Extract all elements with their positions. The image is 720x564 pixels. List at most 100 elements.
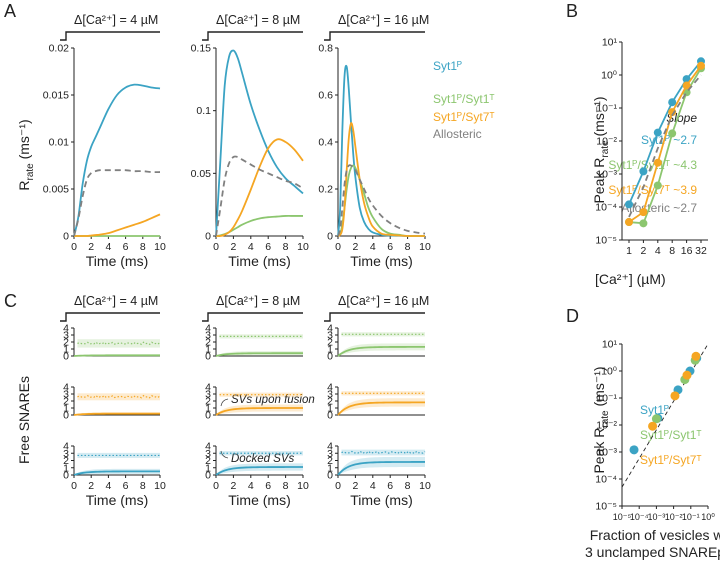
d-xlabel-line1: Fraction of vesicles with [590, 527, 720, 543]
c-r2c1-ytick-label: 1 [63, 403, 69, 415]
c-r2c2-ytick-label: 4 [205, 382, 211, 394]
d-xtick-label: 10⁰ [701, 512, 715, 522]
a1-xtick-label: 10 [154, 241, 166, 253]
c-r1c3-ytick-label: 2 [327, 337, 333, 349]
c-r2c3-ytick-label: 2 [327, 396, 333, 408]
c-r3c3-xtick-label: 0 [335, 480, 341, 492]
d-point-syt1 [629, 445, 639, 455]
c-r1c2-ytick-label: 0 [205, 351, 211, 363]
c-r3c3-xtick-label: 4 [370, 480, 376, 492]
c-r2c1-ytick-label: 0 [63, 410, 69, 422]
c-r1c1-ytick-label: 2 [63, 337, 69, 349]
header-c-16um: Δ[Ca²⁺] = 16 µM [338, 294, 429, 308]
c-r3c3-xtick-label: 8 [405, 480, 411, 492]
a2-xtick-label: 10 [297, 241, 309, 253]
c-arrow-fusion [220, 398, 229, 407]
d-point-syt1syt1 [651, 414, 661, 424]
c-r1c3-fusion-band [341, 332, 425, 337]
c-r3c2-xtick-label: 8 [283, 480, 289, 492]
b-ytick-label: 10⁻⁵ [595, 235, 617, 247]
b-ytick-label: 10⁻³ [596, 169, 617, 181]
c-r1c2-ytick-label: 1 [205, 344, 211, 356]
c-stimulus-3 [324, 312, 425, 322]
a1-ytick-label: 0.02 [49, 43, 70, 55]
c-r3c3-ytick-label: 2 [327, 455, 333, 467]
c-r3c2-ytick-label: 3 [205, 448, 211, 460]
c-r3c3-ytick-label: 0 [327, 470, 333, 482]
b-xlabel: [Ca²⁺] (µM) [595, 271, 666, 287]
a3-xtick-label: 6 [387, 241, 393, 253]
c-r3c2-xlabel: Time (ms) [228, 492, 290, 508]
c-r1c2-fusion-band [219, 334, 303, 339]
c-annotation-docked: Docked SVs [231, 453, 295, 465]
d-ytick-label: 10⁻¹ [596, 393, 617, 405]
a3-ytick-label: 0.2 [318, 184, 333, 196]
d-xtick-label: 10⁻⁴ [630, 512, 649, 522]
d-ytick-label: 10¹ [602, 339, 618, 351]
c-r2c2-ytick-label: 1 [205, 403, 211, 415]
c-r3c2-ytick-label: 1 [205, 462, 211, 474]
a1-xtick-label: 4 [105, 241, 111, 253]
a2-stimulus [202, 31, 303, 41]
a2-ytick-label: 0.1 [196, 105, 211, 117]
b-line-allosteric [628, 74, 702, 218]
b-xtick-label: 4 [655, 245, 661, 257]
c-r3c3-xlabel: Time (ms) [350, 492, 412, 508]
a1-ytick-label: 0 [63, 231, 69, 243]
c-r3c3-fusion-band [341, 449, 425, 456]
c-r3c1-xtick-label: 8 [140, 480, 146, 492]
b-point-syt1syt7 [697, 61, 705, 70]
a3-xtick-label: 8 [405, 241, 411, 253]
a3-stimulus [324, 31, 425, 41]
c-r1c2-ytick-label: 4 [205, 323, 211, 335]
c-r2c1-axes [73, 387, 160, 416]
a2-series-allosteric [215, 155, 304, 237]
b-point-syt1syt7 [682, 81, 691, 90]
b-xtick-label: 32 [695, 245, 707, 257]
a2-xtick-label: 0 [213, 241, 219, 253]
a1-ytick-label: 0.005 [43, 184, 69, 196]
b-point-syt1syt7 [668, 108, 677, 117]
c-r3c3-ytick-label: 4 [327, 441, 333, 453]
c-r3c3-ytick-label: 1 [327, 462, 333, 474]
c-r2c3-ytick-label: 0 [327, 410, 333, 422]
panel-letter-c: C [4, 291, 17, 311]
a1-series-syt1syt7 [74, 213, 161, 237]
b-ytick-label: 10⁰ [601, 70, 617, 82]
d-legend-syt1t: Syt1ᴾ/Syt1ᵀ [640, 428, 702, 442]
a1-ytick-label: 0.01 [49, 137, 70, 149]
c-r2c2-fusion-band [219, 392, 303, 397]
c-r3c2-fusion-band [219, 451, 303, 456]
c-r1c3-ytick-label: 1 [327, 344, 333, 356]
a3-xtick-label: 4 [370, 241, 376, 253]
a1-xtick-label: 0 [71, 241, 77, 253]
b-point-syt1syt1 [653, 181, 662, 190]
c-r3c3-docked-line [337, 461, 426, 476]
a1-stimulus [60, 31, 160, 41]
c-r3c2-xtick-label: 2 [230, 480, 236, 492]
c-r3c2-xtick-label: 10 [297, 480, 309, 492]
a-ylabel: Rrate (ms⁻¹) [16, 119, 36, 190]
b-point-syt1syt1 [639, 219, 648, 228]
d-point-syt1syt7 [691, 351, 701, 361]
d-xtick-label: 10⁻² [665, 512, 683, 522]
header-c-4um: Δ[Ca²⁺] = 4 µM [74, 294, 158, 308]
a1-xtick-label: 2 [88, 241, 94, 253]
c-r2c1-ytick-label: 2 [63, 396, 69, 408]
a-legend-syt7t: Syt1ᴾ/Syt7ᵀ [433, 110, 495, 124]
c-r1c1-fusion-line [77, 341, 161, 346]
c-r2c1-docked-line [73, 412, 160, 416]
a-legend-allosteric: Allosteric [433, 127, 482, 141]
c-r2c1-ytick-label: 3 [63, 389, 69, 401]
c-r3c3-ytick-label: 3 [327, 448, 333, 460]
c-r1c1-ytick-label: 0 [63, 351, 69, 363]
c-r3c1-ytick-label: 4 [63, 441, 69, 453]
d-xlabel-line2: 3 unclamped SNAREpins [585, 544, 720, 560]
c-r1c3-ytick-label: 4 [327, 323, 333, 335]
b-xtick-label: 8 [669, 245, 675, 257]
header-a-8um: Δ[Ca²⁺] = 8 µM [216, 13, 300, 27]
c-stimulus-2 [202, 312, 303, 322]
c-r3c1-xlabel: Time (ms) [86, 492, 148, 508]
a3-ytick-label: 0 [327, 231, 333, 243]
